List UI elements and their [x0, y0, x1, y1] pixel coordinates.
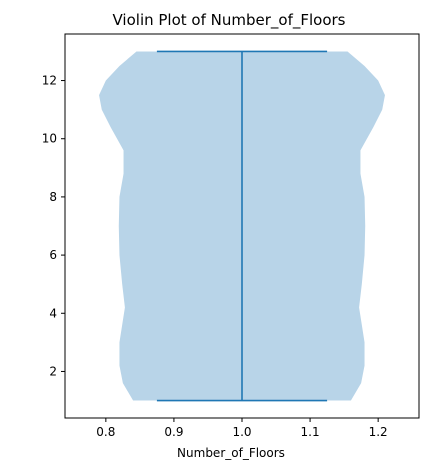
y-tick-label: 10: [42, 132, 57, 146]
x-axis: 0.8 0.9 1.0 1.1 1.2: [96, 418, 388, 439]
x-tick-label: 1.0: [232, 425, 251, 439]
y-tick-label: 4: [49, 306, 57, 320]
y-axis: 2 4 6 8 10 12: [42, 74, 65, 378]
chart-title: Violin Plot of Number_of_Floors: [113, 11, 346, 30]
y-tick-label: 8: [49, 190, 57, 204]
y-tick-label: 6: [49, 248, 57, 262]
x-tick-label: 0.8: [96, 425, 115, 439]
y-tick-label: 2: [49, 364, 57, 378]
x-tick-label: 1.2: [369, 425, 388, 439]
plot-area: [99, 50, 385, 402]
x-tick-label: 0.9: [164, 425, 183, 439]
y-tick-label: 12: [42, 74, 57, 88]
x-axis-label: Number_of_Floors: [177, 446, 285, 460]
x-tick-label: 1.1: [301, 425, 320, 439]
